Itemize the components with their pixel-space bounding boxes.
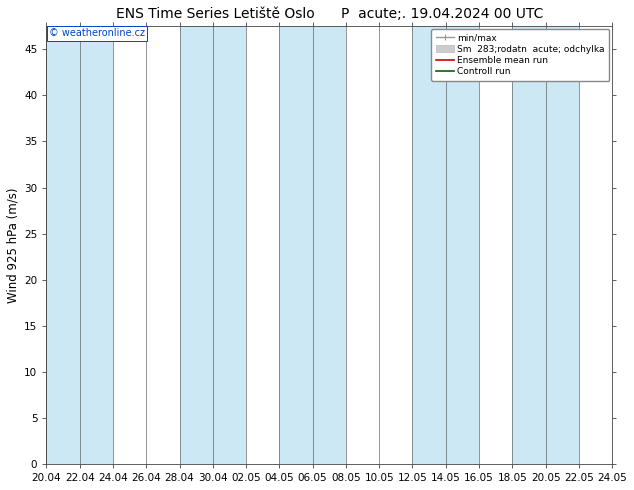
Y-axis label: Wind 925 hPa (m/s): Wind 925 hPa (m/s) bbox=[7, 187, 20, 303]
Title: ENS Time Series Letiště Oslo      P  acute;. 19.04.2024 00 UTC: ENS Time Series Letiště Oslo P acute;. 1… bbox=[115, 7, 543, 21]
Bar bbox=[280, 26, 346, 464]
Bar bbox=[46, 26, 113, 464]
Legend: min/max, Sm  283;rodatn  acute; odchylka, Ensemble mean run, Controll run: min/max, Sm 283;rodatn acute; odchylka, … bbox=[431, 29, 609, 81]
Text: © weatheronline.cz: © weatheronline.cz bbox=[49, 28, 145, 39]
Bar bbox=[179, 26, 246, 464]
Bar bbox=[413, 26, 479, 464]
Bar bbox=[512, 26, 579, 464]
